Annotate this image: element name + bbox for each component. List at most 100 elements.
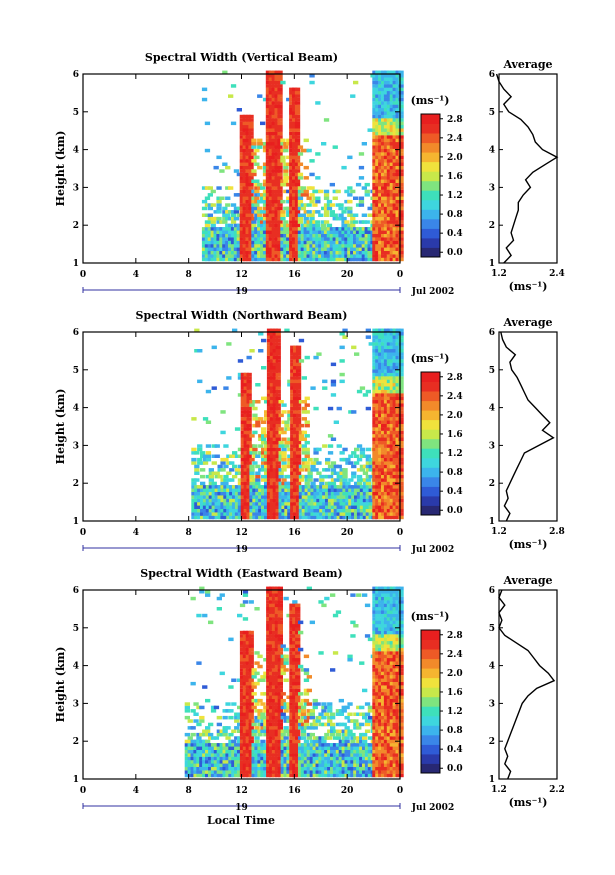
heatmap-cell [242,114,248,119]
heatmap-cell [249,444,255,448]
heatmap-cell [260,196,266,200]
heatmap-cell [268,159,274,163]
heatmap-cell [240,468,246,472]
heatmap-cell [271,186,277,190]
heatmap-cell [240,406,246,411]
heatmap-cell [389,250,395,255]
heatmap-cell [303,210,309,214]
heatmap-cell [245,702,251,706]
heatmap-cell [187,756,193,761]
colorbar-frame [420,371,441,516]
heatmap-cell [278,444,284,448]
heatmap-cell [293,417,299,421]
heatmap-cell [205,485,212,489]
heatmap-cell [383,508,390,513]
heatmap-cell [306,233,312,238]
heatmap-cell [336,508,342,513]
heatmap-cell [252,512,258,516]
heatmap-cell [327,481,334,486]
heatmap-cell [220,508,226,513]
heatmap-cell [214,471,220,475]
heatmap-cell [330,468,337,472]
heatmap-cell [292,94,298,98]
heatmap-cell [240,413,246,418]
heatmap-cell [294,230,301,234]
heatmap-cell [239,675,246,679]
heatmap-cell [272,471,278,475]
heatmap-cell [266,451,273,455]
heatmap-cell [290,505,296,509]
heatmap-cell [265,216,272,221]
heatmap-cell [242,210,248,214]
heatmap-cell [389,345,395,350]
heatmap-cell [392,495,398,499]
heatmap-cell [204,220,211,224]
heatmap-cell [398,417,404,421]
heatmap-cell [383,502,390,506]
heatmap-cell [254,715,260,720]
heatmap-cell [289,87,295,92]
heatmap-cell [225,736,231,740]
heatmap-cell [392,148,398,153]
heatmap-cell [264,478,270,482]
heatmap-cell [386,199,393,204]
heatmap-cell [351,471,357,475]
heatmap-cell [303,220,309,224]
heatmap-cell [292,186,298,190]
heatmap-cell [194,328,200,333]
heatmap-cell [298,444,305,448]
heatmap-cell [251,760,257,764]
heatmap-cell [368,468,374,472]
heatmap-cell [211,454,217,458]
heatmap-cell [381,362,387,367]
heatmap-cell [274,237,280,241]
heatmap-cell [271,196,277,200]
heatmap-cell [383,427,390,431]
heatmap-cell [293,457,299,462]
heatmap-cell [372,440,378,445]
heatmap-cell [252,491,258,496]
heatmap-cell [219,763,225,767]
heatmap-cell [392,423,398,428]
heatmap-cell [237,746,243,750]
heatmap-cell [286,210,292,214]
heatmap-cell [262,210,269,214]
heatmap-cell [301,410,307,414]
heatmap-cell [269,705,275,710]
heatmap-cell [386,254,393,258]
heatmap-cell [392,372,398,377]
heatmap-cell [242,172,248,177]
heatmap-cell [395,237,401,241]
heatmap-cell [375,515,381,520]
heatmap-cell [383,440,390,445]
heatmap-cell [381,502,387,506]
heatmap-cell [294,227,301,231]
heatmap-cell [213,244,219,248]
heatmap-cell [386,70,393,75]
heatmap-cell [348,478,354,482]
heatmap-cell [381,474,387,479]
heatmap-cell [372,169,378,173]
heatmap-cell [246,454,252,458]
heatmap-cell [365,508,371,513]
heatmap-cell [281,512,287,516]
heatmap-cell [245,773,251,778]
heatmap-cell [325,515,331,520]
heatmap-cell [375,332,381,336]
heatmap-cell [252,430,258,435]
heatmap-cell [336,488,342,492]
heatmap-cell [372,203,378,207]
heatmap-cell [245,145,251,149]
heatmap-cell [248,637,254,642]
profile-x-label: (ms⁻¹) [509,538,548,551]
heatmap-cell [386,444,393,448]
heatmap-cell [269,647,275,652]
heatmap-cell [271,729,278,733]
heatmap-cell [255,505,261,509]
heatmap-cell [269,383,276,387]
heatmap-cell [350,233,356,238]
heatmap-cell [386,434,393,438]
heatmap-cell [372,406,378,411]
heatmap-cell [304,434,310,438]
heatmap-cell [312,223,318,228]
